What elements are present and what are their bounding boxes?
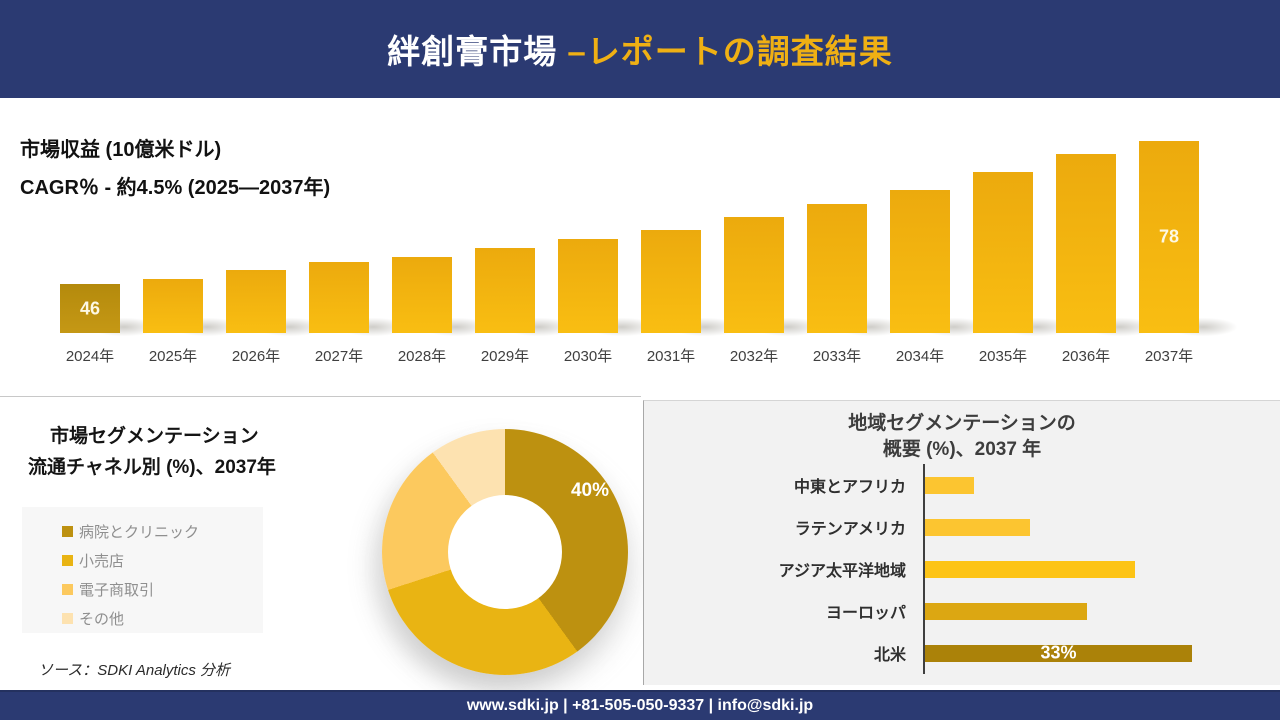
segmentation-subtitle: 流通チャネル別 (%)、2037年: [28, 457, 276, 478]
x-axis-tick-label: 2025年: [148, 348, 198, 365]
revenue-bar: [973, 172, 1033, 333]
legend-item: 病院とクリニック: [62, 517, 263, 546]
bar-column: 2032年: [724, 138, 836, 365]
bar-column: 2033年: [807, 138, 919, 365]
bar-column: 2026年: [226, 138, 338, 365]
page-title-accent: –レポートの調査結果: [567, 33, 893, 70]
regional-category-label: アジア太平洋地域: [778, 563, 906, 580]
revenue-bar: [724, 217, 784, 333]
revenue-bar: [475, 248, 535, 333]
x-axis-tick-label: 2036年: [1061, 348, 1111, 365]
legend-label: 病院とクリニック: [79, 524, 200, 541]
revenue-bar: 46: [60, 284, 120, 333]
bar-column: 2027年: [309, 138, 421, 365]
revenue-bar: [641, 230, 701, 333]
bar-column: 2031年: [641, 138, 753, 365]
legend-swatch: [62, 584, 73, 595]
legend-item: その他: [62, 604, 263, 633]
regional-row: ラテンアメリカ: [644, 506, 1280, 548]
x-axis-tick-label: 2024年: [65, 348, 115, 365]
legend-label: 電子商取引: [79, 582, 155, 599]
regional-panel: 地域セグメンテーションの 概要 (%)、2037 年 中東とアフリカ ラテンアメリ…: [643, 400, 1280, 685]
regional-bar: [925, 518, 1030, 536]
regional-category-label: 北米: [873, 647, 906, 664]
regional-category-label: ラテンアメリカ: [794, 521, 906, 538]
x-axis-tick-label: 2032年: [729, 348, 779, 365]
x-axis-tick-label: 2035年: [978, 348, 1028, 365]
segmentation-title: 市場セグメンテーション: [50, 426, 259, 447]
revenue-chart-title: 市場収益 (10億米ドル): [20, 139, 222, 161]
donut-chart: [382, 429, 628, 675]
source-note: ソース：SDKI Analytics 分析: [38, 662, 231, 679]
bar-column: 2025年: [143, 138, 255, 365]
footer-contact: www.sdki.jp | +81-505-050-9337 | info@sd…: [466, 697, 814, 714]
bar-column: 2034年: [890, 138, 1002, 365]
legend-swatch: [62, 613, 73, 624]
regional-category-label: 中東とアフリカ: [793, 479, 906, 496]
regional-row: アジア太平洋地域: [644, 548, 1280, 590]
bar-column: 2036年: [1056, 138, 1168, 365]
regional-category-label: ヨーロッパ: [825, 605, 906, 622]
header-banner: 絆創膏市場 –レポートの調査結果: [0, 0, 1280, 98]
bar-column: 78 2037年: [1139, 138, 1251, 365]
revenue-bar: [309, 262, 369, 333]
x-axis-tick-label: 2037年: [1144, 348, 1194, 365]
legend-swatch: [62, 526, 73, 537]
legend-swatch: [62, 555, 73, 566]
revenue-bar: [226, 270, 286, 333]
regional-bar-chart: 中東とアフリカ ラテンアメリカアジア太平洋地域ヨーロッパ北米 33%: [644, 464, 1280, 674]
x-axis-tick-label: 2026年: [231, 348, 281, 365]
revenue-bar: 78: [1139, 141, 1199, 333]
bar-column: 2035年: [973, 138, 1085, 365]
regional-bar: [925, 602, 1087, 620]
bar-value-label: 46: [79, 298, 101, 318]
regional-bar: 33%: [925, 642, 1192, 663]
bar-column: 2030年: [558, 138, 670, 365]
regional-row: 北米 33%: [644, 632, 1280, 674]
regional-subtitle: 概要 (%)、2037 年: [882, 439, 1042, 460]
regional-bar: [925, 476, 974, 494]
segmentation-panel: 市場セグメンテーション 流通チャネル別 (%)、2037年 病院とクリニック 小売…: [0, 396, 641, 686]
x-axis-tick-label: 2028年: [397, 348, 447, 365]
bar-value-label: 78: [1158, 226, 1180, 247]
x-axis-tick-label: 2030年: [563, 348, 613, 365]
page-title: 絆創膏市場 –レポートの調査結果: [387, 25, 893, 73]
revenue-chart-cagr: CAGR％ - 約4.5% (2025―2037年): [20, 177, 331, 199]
regional-bar-value-label: 33%: [1040, 642, 1077, 663]
donut-legend: 病院とクリニック 小売店電子商取引その他: [22, 507, 263, 633]
regional-bar: [925, 560, 1135, 578]
revenue-bar-chart: 46 2024年 2025年 2026年 2027年 2028年 2029年 2030年 203…: [60, 138, 1251, 365]
regional-row: ヨーロッパ: [644, 590, 1280, 632]
revenue-bar: [807, 204, 867, 333]
x-axis-tick-label: 2027年: [314, 348, 364, 365]
revenue-bar: [558, 239, 618, 333]
regional-title: 地域セグメンテーションの: [848, 413, 1076, 434]
bar-column: 2029年: [475, 138, 587, 365]
page-title-main: 絆創膏市場: [387, 33, 568, 70]
x-axis-tick-label: 2034年: [895, 348, 945, 365]
footer-bar: www.sdki.jp | +81-505-050-9337 | info@sd…: [0, 690, 1280, 720]
bar-column: 2028年: [392, 138, 504, 365]
x-axis-tick-label: 2031年: [646, 348, 696, 365]
x-axis-tick-label: 2033年: [812, 348, 862, 365]
legend-item: 小売店: [62, 546, 263, 575]
revenue-bar: [392, 257, 452, 333]
donut-slice-label: 40%: [570, 480, 610, 501]
y-axis-line: [923, 464, 925, 674]
revenue-bar: [143, 279, 203, 333]
legend-label: その他: [79, 611, 125, 628]
revenue-bar: [890, 190, 950, 333]
legend-label: 小売店: [79, 553, 125, 570]
bar-column: 46 2024年: [60, 138, 172, 365]
x-axis-tick-label: 2029年: [480, 348, 530, 365]
revenue-bar: [1056, 154, 1116, 333]
regional-row: 中東とアフリカ: [644, 464, 1280, 506]
legend-item: 電子商取引: [62, 575, 263, 604]
